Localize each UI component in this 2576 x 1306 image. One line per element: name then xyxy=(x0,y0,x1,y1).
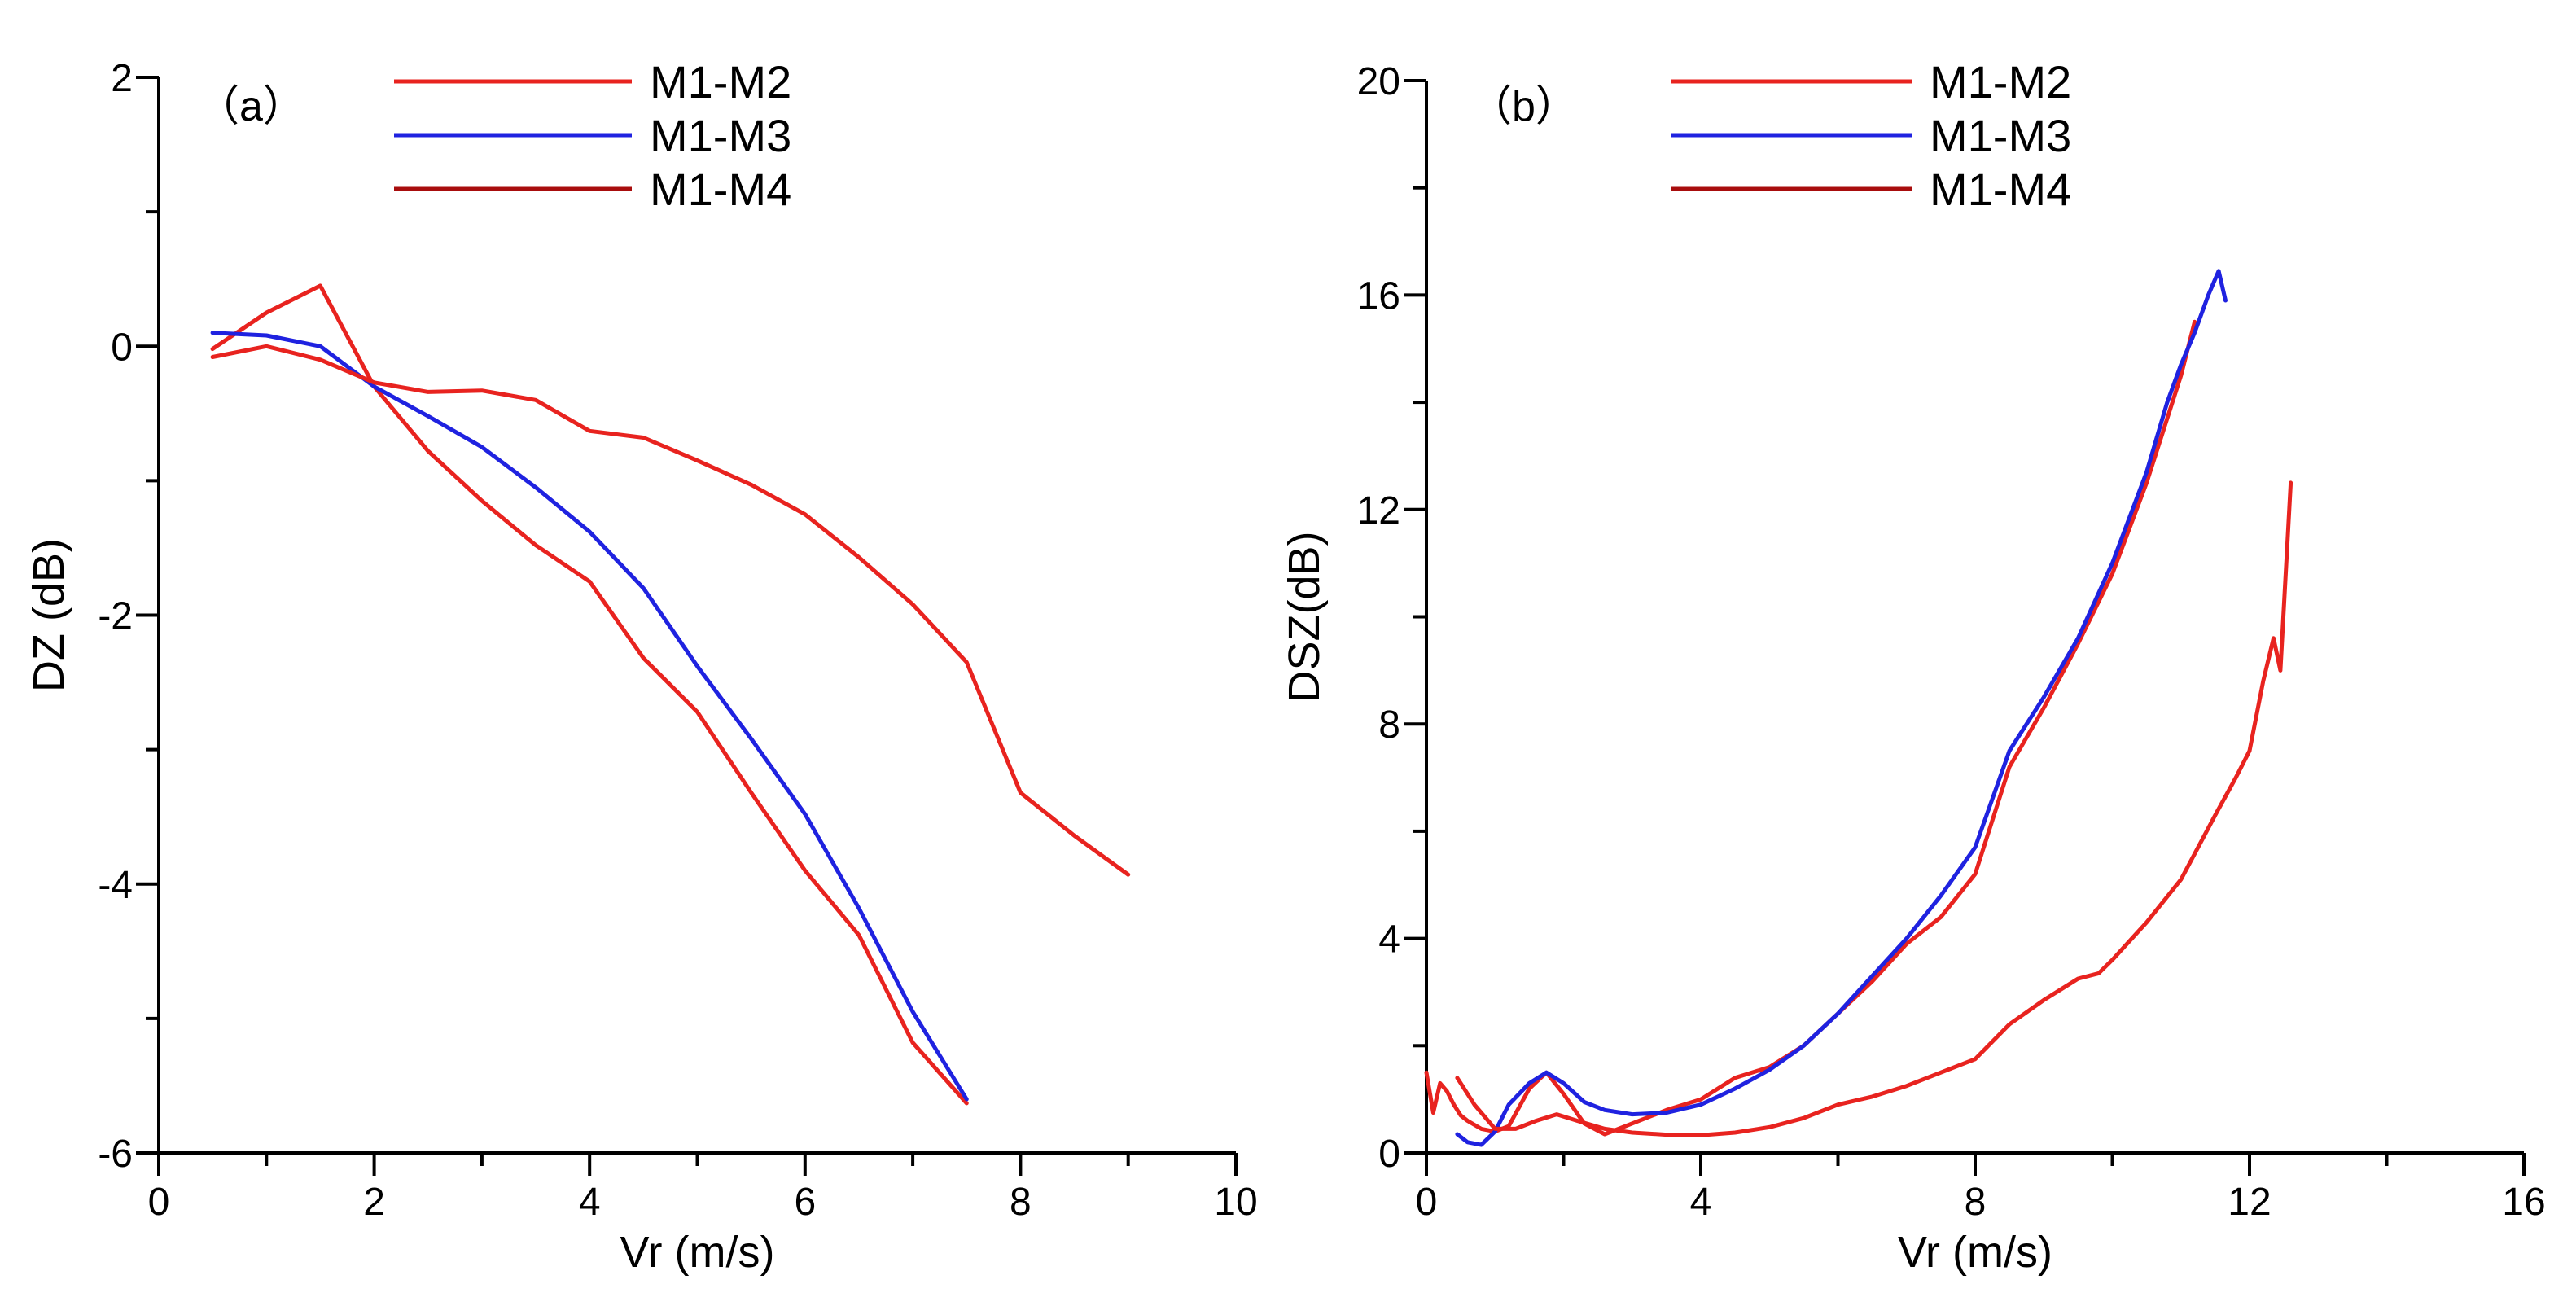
panel-b-x-tick-label: 12 xyxy=(2228,1181,2271,1224)
panel-b-legend-label-m1-m3: M1-M3 xyxy=(1930,110,2071,161)
panel-a-legend-label-m1-m4: M1-M4 xyxy=(650,164,791,215)
panel-b-x-axis-label: Vr (m/s) xyxy=(1898,1228,2052,1277)
panel-a-x-tick-label: 8 xyxy=(1010,1181,1032,1224)
panel-b-panel-label: （b） xyxy=(1470,83,1578,130)
panel-b-series-m1-m2-line xyxy=(1424,319,2197,1137)
panel-b-series-m1-m3-line xyxy=(1455,269,2228,1147)
panel-a-y-tick-label: -2 xyxy=(98,595,133,638)
panel-a-panel-label: （a） xyxy=(197,83,305,130)
panel-b-y-tick-label: 12 xyxy=(1357,489,1400,532)
panel-b-x-tick-label: 0 xyxy=(1416,1181,1438,1224)
panel-a-y-axis-label: DZ (dB) xyxy=(24,538,73,692)
panel-a-legend-label-m1-m2: M1-M2 xyxy=(650,56,791,107)
panel-b-y-tick-label: 0 xyxy=(1378,1133,1400,1176)
panel-b-y-tick-label: 4 xyxy=(1378,918,1400,962)
panel-b-series-m1-m4-line xyxy=(1455,480,2293,1137)
panel-a-legend-label-m1-m3: M1-M3 xyxy=(650,110,791,161)
panel-b-y-tick-label: 8 xyxy=(1378,703,1400,747)
panel-a-x-tick-label: 4 xyxy=(579,1181,601,1224)
panel-a-y-tick-label: -6 xyxy=(98,1133,133,1176)
panel-a-series-m1-m2-line xyxy=(210,283,969,1106)
panel-b-y-tick-label: 20 xyxy=(1357,60,1400,103)
panel-a-x-tick-label: 6 xyxy=(794,1181,816,1224)
panel-a-y-tick-label: 2 xyxy=(111,57,133,100)
panel-a-x-tick-label: 10 xyxy=(1214,1181,1257,1224)
panel-b-y-axis-label: DSZ(dB) xyxy=(1280,531,1329,702)
panel-b-legend-label-m1-m2: M1-M2 xyxy=(1930,56,2071,107)
panel-a-x-tick-label: 2 xyxy=(363,1181,385,1224)
panel-b-x-tick-label: 8 xyxy=(1965,1181,1987,1224)
panel-b-y-tick-label: 16 xyxy=(1357,274,1400,318)
panel-a-x-tick-label: 0 xyxy=(148,1181,170,1224)
panel-b-x-tick-label: 16 xyxy=(2502,1181,2545,1224)
panel-a-series-m1-m4-line xyxy=(210,344,1131,877)
panel-b-legend-label-m1-m4: M1-M4 xyxy=(1930,164,2071,215)
panel-a-series-m1-m3-line xyxy=(210,331,969,1102)
panel-a-x-axis-label: Vr (m/s) xyxy=(620,1228,775,1277)
panel-b-x-tick-label: 4 xyxy=(1690,1181,1712,1224)
panel-a-y-tick-label: 0 xyxy=(111,326,133,369)
panel-a-y-tick-label: -4 xyxy=(98,864,133,907)
